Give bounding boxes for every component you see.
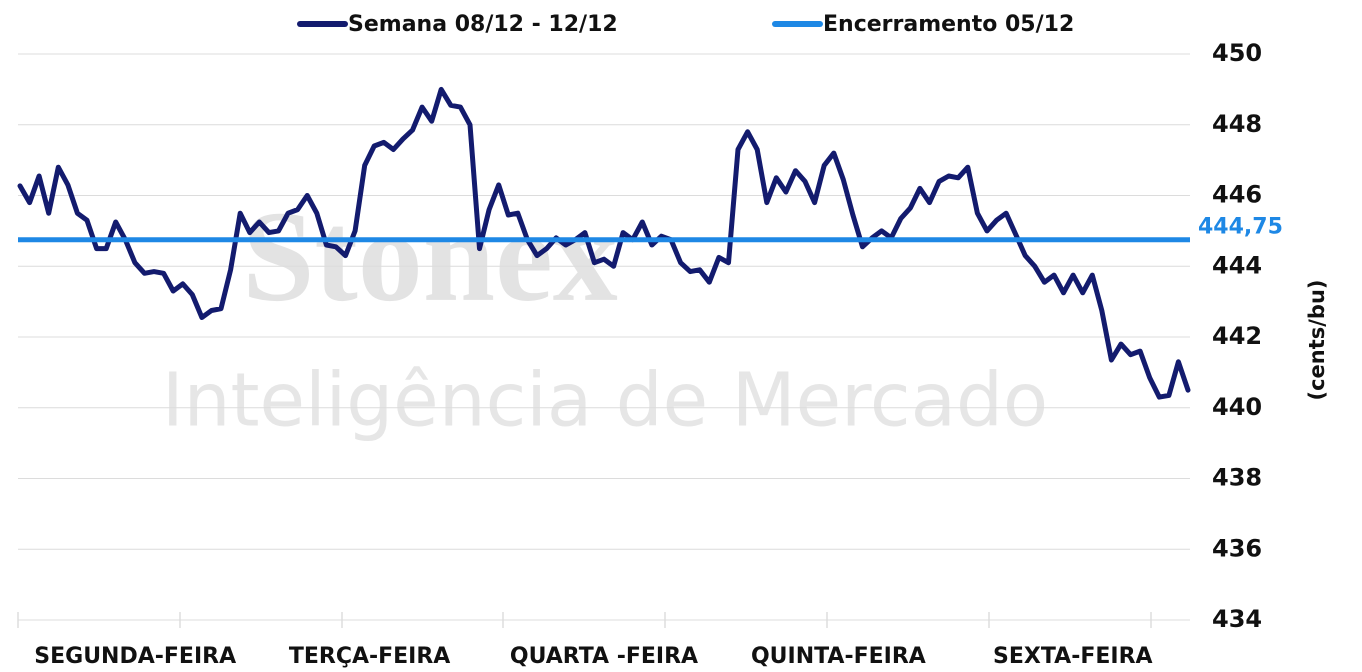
y-tick-label: 442 (1212, 322, 1262, 350)
y-tick-label: 448 (1212, 110, 1262, 138)
x-tick-label: TERÇA-FEIRA (289, 644, 451, 669)
y-tick-label: 440 (1212, 393, 1262, 421)
y-tick-label: 438 (1212, 464, 1262, 492)
x-tick-label: SEXTA-FEIRA (993, 644, 1153, 669)
y-tick-label: 450 (1212, 39, 1262, 67)
reference-label: 444,75 (1198, 215, 1283, 240)
watermark-title: Stonex (242, 185, 618, 329)
legend-label: Encerramento 05/12 (823, 12, 1074, 37)
x-tick-label: QUARTA -FEIRA (510, 644, 698, 669)
watermark-subtitle: Inteligência de Mercado (162, 358, 1048, 444)
x-tick-label: SEGUNDA-FEIRA (34, 644, 236, 669)
y-tick-label: 444 (1212, 251, 1262, 279)
x-tick-label: QUINTA-FEIRA (751, 644, 926, 669)
y-axis-title: (cents/bu) (1305, 279, 1329, 400)
y-tick-label: 446 (1212, 181, 1262, 209)
y-tick-label: 436 (1212, 534, 1262, 562)
legend-label: Semana 08/12 - 12/12 (348, 12, 618, 37)
line-series (17, 86, 1191, 400)
y-tick-label: 434 (1212, 605, 1262, 633)
